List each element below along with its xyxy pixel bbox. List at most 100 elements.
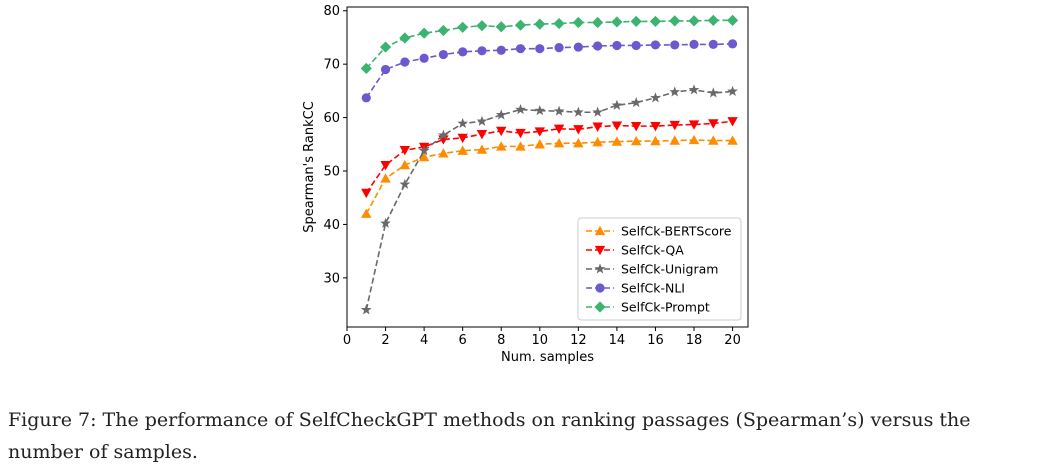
data-point (418, 27, 430, 39)
data-point (573, 125, 584, 135)
legend-marker (595, 283, 605, 293)
y-axis-label: Spearman's RankCC (302, 101, 317, 233)
data-point (553, 17, 565, 30)
legend-marker (594, 245, 606, 256)
data-point (612, 40, 622, 51)
x-tick-label: 2 (381, 333, 389, 348)
data-point (457, 145, 468, 155)
data-point (400, 57, 410, 67)
legend-label: SelfCk-QA (621, 243, 684, 258)
data-point (669, 15, 681, 27)
data-point (380, 64, 391, 75)
data-point (380, 160, 391, 171)
legend-marker (594, 225, 606, 236)
data-point (553, 105, 565, 116)
data-point (361, 93, 371, 103)
data-point (553, 138, 565, 148)
data-point (669, 120, 680, 131)
data-point (476, 129, 488, 140)
data-point (726, 14, 739, 26)
data-point (688, 120, 700, 130)
data-point (593, 41, 603, 51)
series-line (365, 43, 733, 99)
data-point (418, 151, 430, 162)
legend-label: SelfCk-BERTScore (621, 224, 732, 239)
ticks: 0 2 4 6 8 10 12 14 16 18 20 30 40 50 60 70 80 (323, 4, 740, 348)
data-point (650, 92, 661, 103)
data-point (515, 103, 526, 115)
data-point (670, 40, 680, 50)
data-point (688, 134, 700, 145)
data-point (592, 106, 603, 117)
data-point (553, 124, 565, 135)
data-point (554, 43, 564, 53)
data-point (592, 122, 603, 132)
data-point (650, 135, 661, 146)
series-selfck-unigram (360, 84, 738, 315)
data-point (514, 19, 527, 31)
legend-box (577, 217, 742, 321)
data-point (689, 39, 699, 49)
data-point (592, 16, 604, 29)
series-line (365, 139, 733, 215)
x-tick-label: 18 (686, 333, 703, 348)
data-point (611, 16, 623, 28)
data-point (688, 15, 700, 27)
data-point (611, 121, 623, 131)
data-point (380, 217, 391, 228)
legend: SelfCk-BERTScore SelfCk-QA SelfCk-Unigram S… (577, 217, 742, 321)
data-point (399, 178, 411, 189)
data-point (457, 133, 468, 144)
data-point (379, 41, 392, 53)
y-tick-label: 40 (323, 218, 340, 233)
data-point (535, 44, 545, 54)
data-point (399, 146, 411, 156)
data-point (669, 135, 680, 145)
data-point (438, 129, 449, 140)
series-selfck-qa (361, 117, 738, 199)
legend-label: SelfCk-Prompt (621, 300, 710, 315)
data-point (457, 117, 468, 128)
data-point (630, 135, 642, 146)
data-point (534, 105, 546, 116)
x-tick-label: 16 (647, 333, 664, 348)
data-point (573, 42, 583, 52)
data-point (495, 109, 507, 120)
x-tick-label: 8 (497, 333, 505, 348)
data-point (611, 99, 623, 110)
legend-marker (594, 301, 606, 313)
data-point (631, 40, 641, 51)
data-point (515, 44, 526, 54)
series-layer (360, 14, 739, 315)
data-point (534, 127, 545, 137)
data-point (534, 139, 545, 149)
series-selfck-nli (361, 39, 738, 103)
data-point (572, 16, 584, 29)
y-tick-label: 30 (323, 271, 340, 286)
data-point (437, 24, 449, 37)
data-point (457, 21, 469, 33)
data-point (573, 138, 584, 148)
data-point (534, 18, 546, 30)
data-point (630, 15, 642, 28)
data-point (592, 136, 603, 147)
data-point (630, 97, 642, 108)
data-point (438, 49, 448, 60)
plot-frame (346, 6, 749, 328)
data-point (496, 126, 507, 137)
data-point (630, 121, 642, 132)
data-point (458, 47, 468, 57)
data-point (476, 144, 488, 154)
data-point (650, 121, 661, 132)
data-point (361, 208, 372, 218)
data-point (573, 106, 584, 117)
data-point (399, 32, 411, 44)
data-point (496, 45, 506, 55)
data-point (708, 119, 719, 129)
data-point (727, 135, 738, 145)
y-tick-label: 70 (323, 58, 340, 73)
data-point (418, 145, 430, 156)
data-point (476, 115, 488, 126)
data-point (727, 85, 738, 96)
data-point (515, 128, 526, 139)
